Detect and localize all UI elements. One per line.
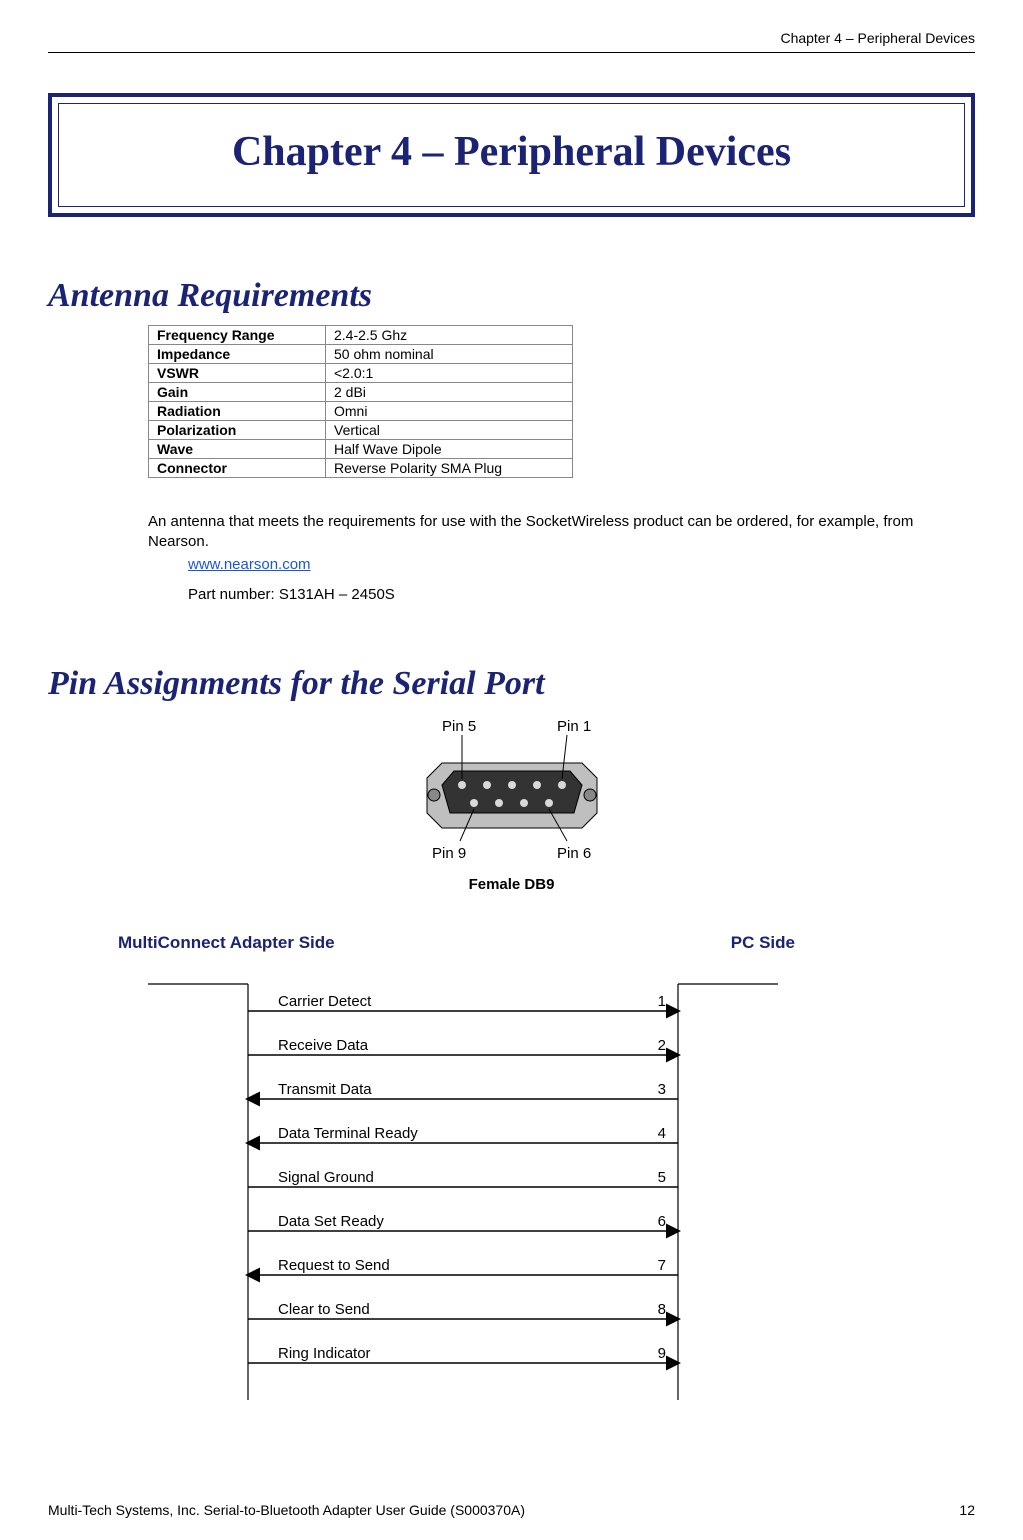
pin-number: 4: [658, 1125, 666, 1142]
spec-value: Half Wave Dipole: [326, 440, 573, 459]
svg-text:Pin 5: Pin 5: [442, 718, 476, 735]
svg-text:Pin 9: Pin 9: [432, 845, 466, 862]
table-row: VSWR<2.0:1: [149, 364, 573, 383]
spec-value: 2 dBi: [326, 383, 573, 402]
spec-key: Frequency Range: [149, 326, 326, 345]
table-row: Gain2 dBi: [149, 383, 573, 402]
chapter-banner: Chapter 4 – Peripheral Devices: [48, 93, 975, 217]
part-number: Part number: S131AH – 2450S: [188, 585, 975, 605]
signal-label: Data Terminal Ready: [278, 1125, 418, 1142]
nearson-link[interactable]: www.nearson.com: [188, 555, 311, 575]
antenna-spec-table: Frequency Range2.4-2.5 GhzImpedance50 oh…: [148, 325, 573, 478]
spec-key: VSWR: [149, 364, 326, 383]
spec-key: Connector: [149, 459, 326, 478]
antenna-body: An antenna that meets the requirements f…: [148, 512, 975, 605]
table-row: Frequency Range2.4-2.5 Ghz: [149, 326, 573, 345]
footer-page: 12: [959, 1502, 975, 1518]
svg-text:Pin 1: Pin 1: [557, 718, 591, 735]
spec-value: Reverse Polarity SMA Plug: [326, 459, 573, 478]
table-row: Impedance50 ohm nominal: [149, 345, 573, 364]
spec-value: 2.4-2.5 Ghz: [326, 326, 573, 345]
spec-value: Omni: [326, 402, 573, 421]
pins-heading: Pin Assignments for the Serial Port: [48, 665, 975, 703]
header-rule: [48, 52, 975, 53]
spec-key: Polarization: [149, 421, 326, 440]
pin-number: 2: [658, 1037, 666, 1054]
signal-label: Ring Indicator: [278, 1345, 371, 1362]
signal-label: Request to Send: [278, 1257, 390, 1274]
pin-number: 9: [658, 1345, 666, 1362]
pin-number: 3: [658, 1081, 666, 1098]
table-row: ConnectorReverse Polarity SMA Plug: [149, 459, 573, 478]
pin-number: 7: [658, 1257, 666, 1274]
antenna-heading: Antenna Requirements: [48, 277, 975, 315]
signal-label: Transmit Data: [278, 1081, 372, 1098]
spec-key: Impedance: [149, 345, 326, 364]
spec-key: Radiation: [149, 402, 326, 421]
chapter-title: Chapter 4 – Peripheral Devices: [232, 129, 791, 175]
spec-key: Wave: [149, 440, 326, 459]
pin-number: 5: [658, 1169, 666, 1186]
signal-label: Carrier Detect: [278, 993, 372, 1010]
antenna-body-text: An antenna that meets the requirements f…: [148, 513, 913, 550]
svg-text:Pin 6: Pin 6: [557, 845, 591, 862]
db9-caption: Female DB9: [382, 876, 642, 893]
pin-number: 6: [658, 1213, 666, 1230]
table-row: PolarizationVertical: [149, 421, 573, 440]
pin-diagram: Carrier Detect 1 Receive Data 2 Transmit Dat…: [118, 979, 788, 1405]
pin-number: 1: [658, 993, 666, 1010]
spec-value: <2.0:1: [326, 364, 573, 383]
spec-key: Gain: [149, 383, 326, 402]
pc-side-label: PC Side: [731, 933, 795, 953]
adapter-side-label: MultiConnect Adapter Side: [118, 933, 335, 953]
signal-label: Data Set Ready: [278, 1213, 384, 1230]
running-header: Chapter 4 – Peripheral Devices: [48, 30, 975, 52]
db9-figure: Pin 5 Pin 1 Pin 9 Pin 6 Female DB9: [382, 713, 642, 893]
spec-value: 50 ohm nominal: [326, 345, 573, 364]
footer-text: Multi-Tech Systems, Inc. Serial-to-Bluet…: [48, 1502, 525, 1518]
signal-label: Clear to Send: [278, 1301, 370, 1318]
pin-number: 8: [658, 1301, 666, 1318]
table-row: WaveHalf Wave Dipole: [149, 440, 573, 459]
spec-value: Vertical: [326, 421, 573, 440]
signal-label: Signal Ground: [278, 1169, 374, 1186]
table-row: RadiationOmni: [149, 402, 573, 421]
signal-label: Receive Data: [278, 1037, 369, 1054]
